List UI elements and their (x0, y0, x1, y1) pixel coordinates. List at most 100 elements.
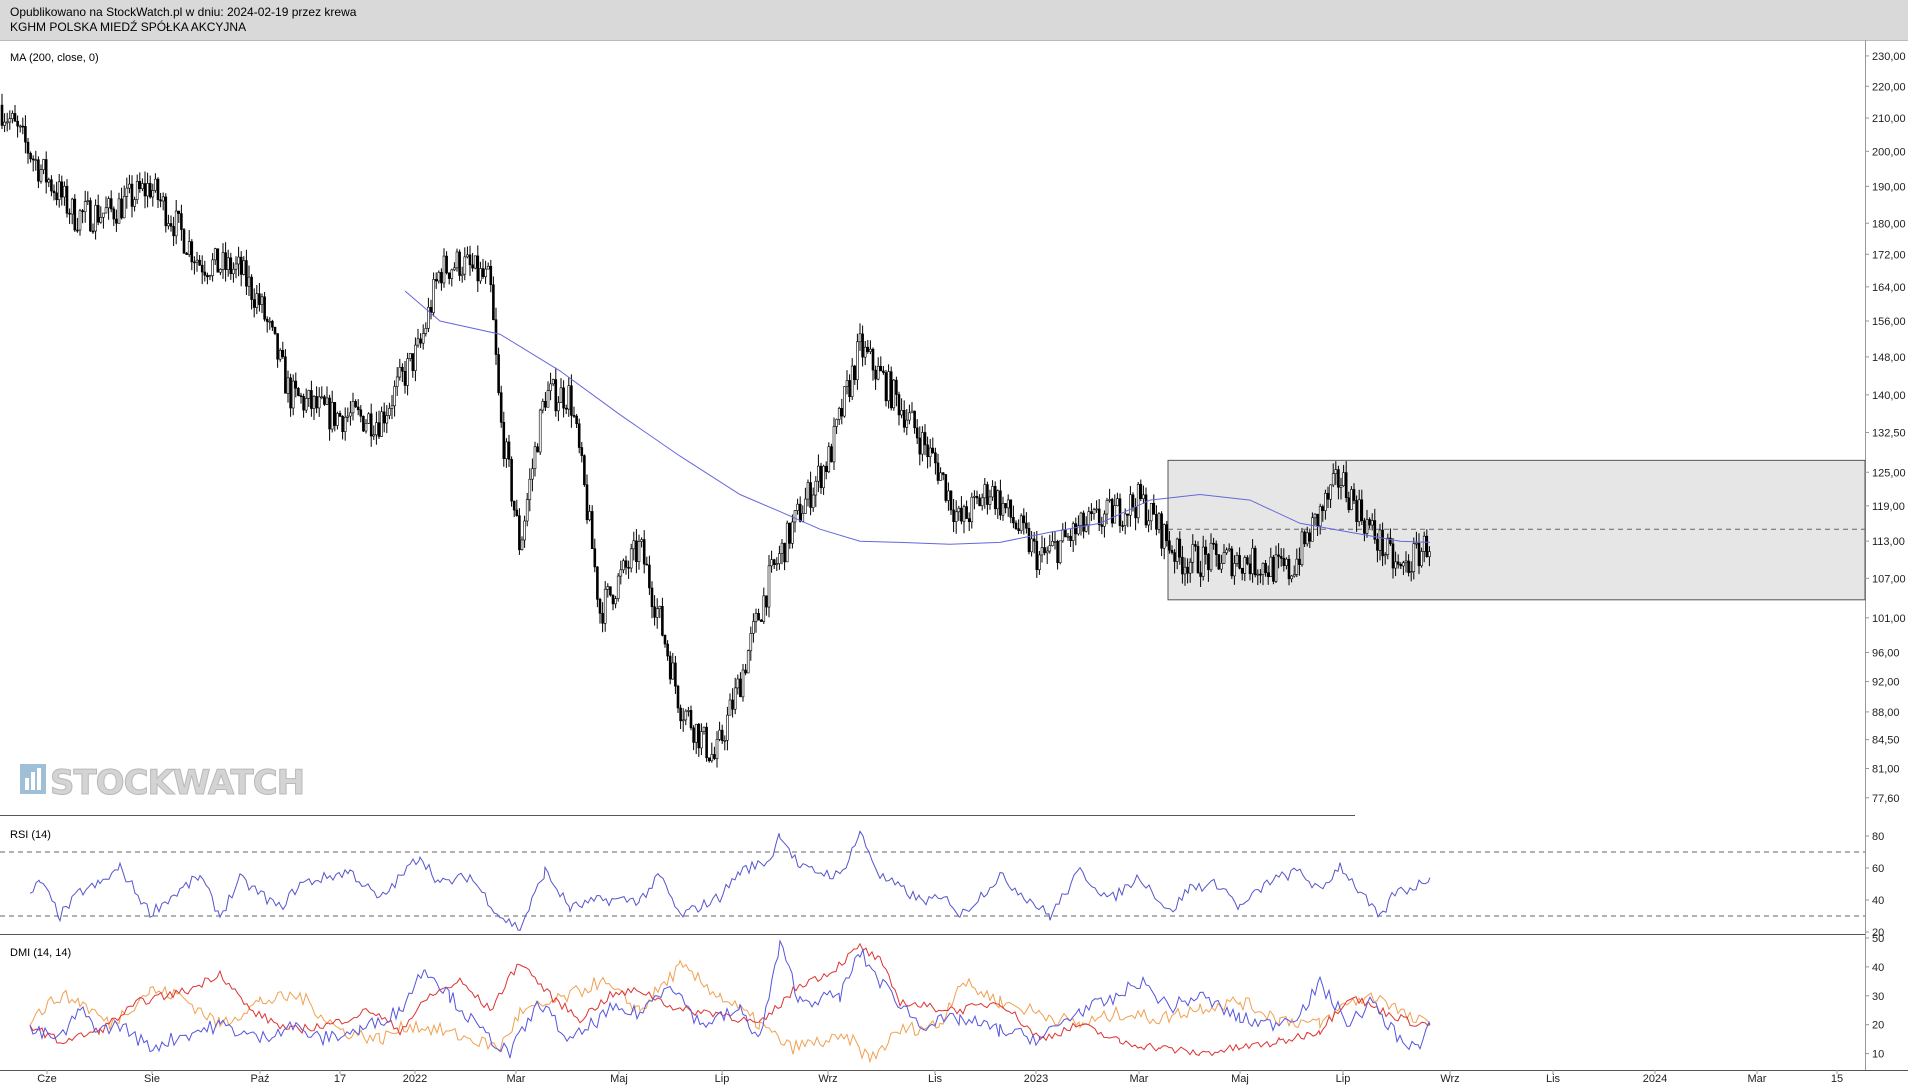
candle-body (476, 255, 480, 282)
candle-body (237, 256, 240, 265)
candle-body (1045, 550, 1049, 554)
candle-body (219, 269, 222, 273)
candle-body (37, 159, 40, 182)
candle-body (564, 407, 568, 410)
candle-body (993, 486, 997, 510)
candle-body (16, 120, 19, 127)
candle-body (1170, 549, 1174, 553)
candle-body (830, 446, 833, 463)
candle-body (372, 434, 376, 437)
y-tick-label: 77,60 (1872, 793, 1900, 805)
candle-body (705, 726, 708, 759)
candle-body (1142, 494, 1145, 499)
candle-body (739, 678, 742, 698)
candle-body (1334, 469, 1338, 474)
candle-body (713, 754, 716, 759)
candle-body (239, 256, 243, 275)
y-tick-label: 200,00 (1872, 146, 1906, 158)
candle-body (853, 365, 857, 380)
x-tick-label: Mar (507, 1073, 526, 1085)
candle-body (1290, 575, 1293, 580)
candle-body (1344, 472, 1348, 499)
candle-body (567, 385, 571, 410)
candle-body (143, 183, 147, 197)
candle-body (156, 178, 160, 201)
candle-body (330, 402, 334, 430)
candle-body (531, 468, 534, 480)
candle-body (1160, 513, 1163, 549)
candle-body (260, 296, 264, 305)
candle-body (832, 426, 836, 463)
y-tick-label: 80 (1872, 831, 1884, 843)
candle-body (1230, 548, 1234, 577)
candle-body (484, 268, 487, 277)
candle-body (211, 259, 214, 276)
candle-body (338, 413, 342, 417)
candle-body (1113, 505, 1117, 524)
candle-body (728, 699, 732, 716)
candle-body (1404, 560, 1408, 564)
candle-body (557, 402, 560, 412)
instrument-name: KGHM POLSKA MIEDŹ SPÓŁKA AKCYJNA (10, 20, 247, 34)
candle-body (406, 358, 409, 386)
candle-body (749, 633, 753, 652)
candle-body (1422, 535, 1426, 552)
candle-body (1061, 529, 1065, 542)
candle-body (349, 412, 352, 417)
candle-body (245, 260, 248, 287)
candle-body (1168, 540, 1171, 551)
y-tick-label: 84,50 (1872, 735, 1900, 747)
candle-body (928, 447, 932, 458)
candle-body (694, 723, 698, 743)
candle-body (169, 223, 173, 227)
candle-body (962, 506, 966, 522)
candle-body (546, 390, 550, 408)
chart-header: Opublikowano na StockWatch.pl w dniu: 20… (0, 0, 1908, 40)
y-tick-label: 190,00 (1872, 181, 1906, 193)
candle-body (541, 401, 545, 411)
candle-body (1152, 502, 1156, 515)
candle-body (31, 158, 35, 161)
indicator-lines (0, 290, 1865, 1064)
candle-body (258, 293, 261, 305)
candle-body (814, 480, 818, 496)
candle-body (115, 218, 118, 224)
candle-body (629, 548, 633, 569)
candle-body (655, 608, 659, 618)
candle-body (1381, 529, 1384, 557)
x-tick-label: Paź (251, 1073, 270, 1085)
candle-body (1282, 557, 1286, 567)
candle-body (432, 279, 435, 313)
candle-body (1420, 551, 1423, 567)
y-tick-label: 156,00 (1872, 316, 1906, 328)
candle-body (224, 252, 227, 270)
candle-body (408, 353, 412, 359)
candle-body (154, 178, 157, 191)
candle-body (1300, 531, 1304, 565)
candle-body (577, 423, 581, 448)
candle-body (892, 379, 896, 409)
candle-body (401, 366, 404, 372)
candle-body (1035, 540, 1039, 571)
candle-body (76, 229, 79, 232)
y-tick-label: 101,00 (1872, 613, 1906, 625)
candle-body (1305, 532, 1309, 545)
candle-body (1256, 573, 1260, 576)
candle-body (863, 346, 867, 358)
candle-body (185, 252, 188, 255)
candle-body (1396, 561, 1400, 565)
candle-body (1022, 515, 1026, 524)
candle-body (1144, 494, 1148, 526)
candle-body (874, 369, 877, 380)
watermark-text: STOCKWATCH (50, 763, 304, 803)
candle-body (367, 413, 370, 424)
candle-body (619, 569, 623, 577)
candle-body (1251, 547, 1254, 575)
candle-body (1100, 524, 1104, 527)
candle-body (939, 472, 942, 481)
candle-body (354, 401, 357, 408)
x-tick-label: 17 (334, 1073, 346, 1085)
candle-body (1376, 539, 1379, 551)
candle-body (187, 241, 191, 255)
candle-body (544, 401, 547, 408)
